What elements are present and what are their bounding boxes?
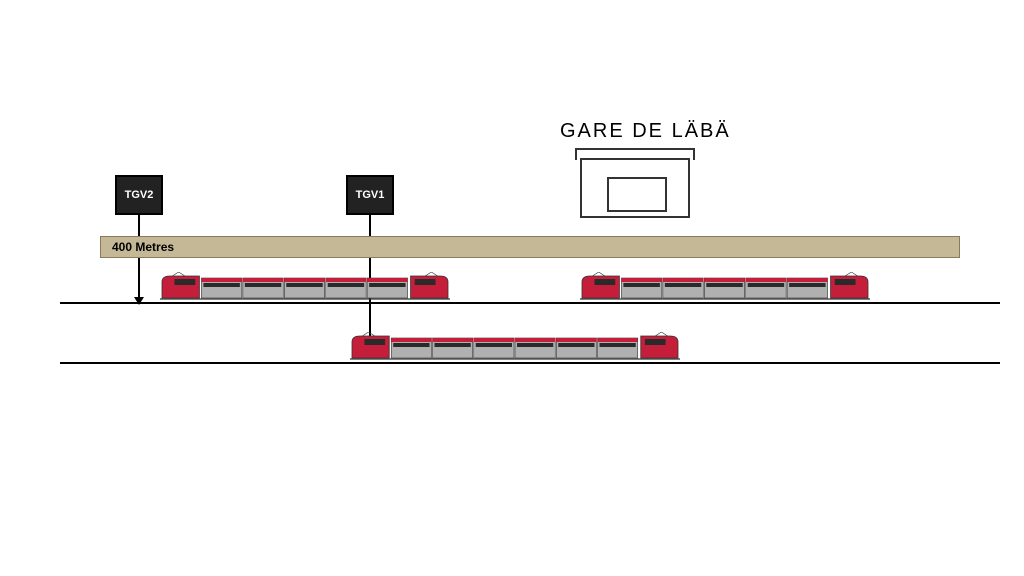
platform-label: 400 Metres <box>112 240 174 254</box>
platform-bar <box>100 236 960 258</box>
station-window <box>607 177 667 212</box>
sign-tgv2: TGV2 <box>115 175 163 215</box>
train-1 <box>160 272 450 300</box>
train-3 <box>350 332 680 360</box>
train-2 <box>580 272 870 300</box>
track-2 <box>60 362 1000 364</box>
sign-tgv1: TGV1 <box>346 175 394 215</box>
track-1 <box>60 302 1000 304</box>
station-body <box>580 158 690 218</box>
station-title: GARE DE LÄBÄ <box>560 120 731 143</box>
